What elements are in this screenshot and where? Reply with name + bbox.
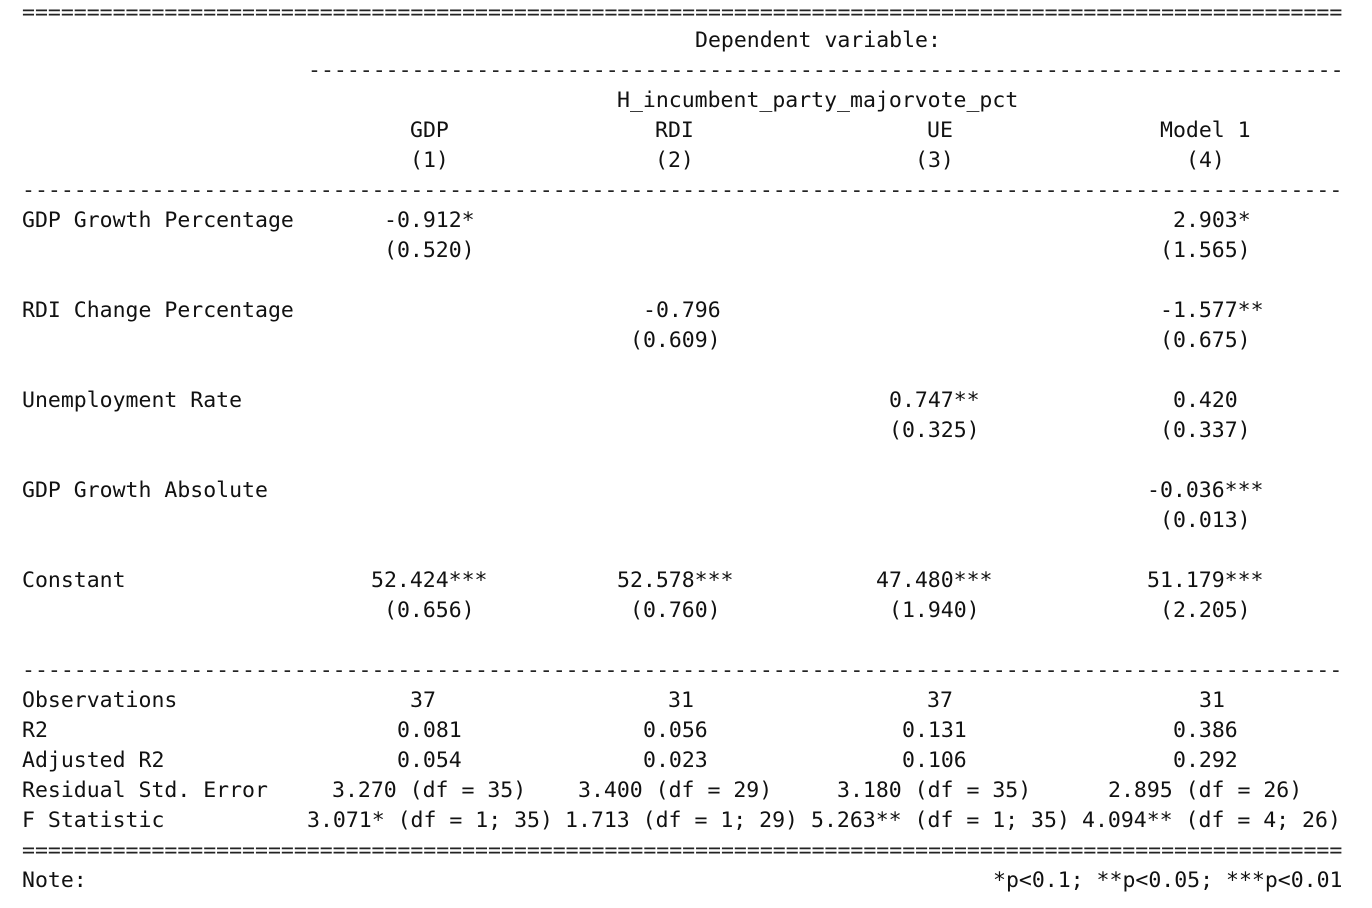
stat-label-observations: Observations xyxy=(22,690,177,712)
coef-estimate: 51.179*** xyxy=(1147,570,1264,592)
coef-std-error: (0.520) xyxy=(384,240,475,262)
model-number-1: (1) xyxy=(410,150,449,172)
coef-estimate: 47.480*** xyxy=(876,570,993,592)
model-name-1: GDP xyxy=(410,120,449,142)
model-number-3: (3) xyxy=(915,150,954,172)
stat-value: 2.895 (df = 26) xyxy=(1108,780,1302,802)
stat-label-residual-std-error: Residual Std. Error xyxy=(22,780,268,802)
stat-value: 31 xyxy=(668,690,694,712)
coef-std-error: (1.565) xyxy=(1160,240,1251,262)
top-double-rule: ========================================… xyxy=(22,2,1342,24)
coef-label-unemployment-rate: Unemployment Rate xyxy=(22,390,242,412)
coef-estimate: -1.577** xyxy=(1160,300,1264,322)
dependent-variable-label: Dependent variable: xyxy=(695,30,941,52)
coef-std-error: (0.760) xyxy=(630,600,721,622)
stat-value: 37 xyxy=(927,690,953,712)
coef-estimate: 0.747** xyxy=(889,390,980,412)
stat-value: 37 xyxy=(410,690,436,712)
stat-value: 0.386 xyxy=(1173,720,1238,742)
coef-std-error: (0.609) xyxy=(630,330,721,352)
model-number-4: (4) xyxy=(1186,150,1225,172)
coef-std-error: (0.337) xyxy=(1160,420,1251,442)
coef-std-error: (0.675) xyxy=(1160,330,1251,352)
stat-value: 3.270 (df = 35) xyxy=(332,780,526,802)
model-number-2: (2) xyxy=(655,150,694,172)
stat-value: 3.180 (df = 35) xyxy=(837,780,1031,802)
coef-std-error: (0.325) xyxy=(889,420,980,442)
stat-value: 3.071* (df = 1; 35) xyxy=(307,810,553,832)
coef-estimate: 52.578*** xyxy=(617,570,734,592)
stat-value: 0.056 xyxy=(643,720,708,742)
statistics-top-rule: ----------------------------------------… xyxy=(22,660,1342,682)
coef-std-error: (1.940) xyxy=(889,600,980,622)
model-name-2: RDI xyxy=(655,120,694,142)
coef-label-gdp-growth-abs: GDP Growth Absolute xyxy=(22,480,268,502)
coef-label-gdp-growth-pct: GDP Growth Percentage xyxy=(22,210,294,232)
coef-estimate: -0.796 xyxy=(643,300,721,322)
stat-label-f-statistic: F Statistic xyxy=(22,810,164,832)
model-name-4: Model 1 xyxy=(1160,120,1251,142)
stat-value: 5.263** (df = 1; 35) xyxy=(811,810,1070,832)
stat-value: 3.400 (df = 29) xyxy=(578,780,772,802)
stat-label-adjusted-r2: Adjusted R2 xyxy=(22,750,164,772)
coef-estimate: -0.036*** xyxy=(1147,480,1264,502)
coef-std-error: (2.205) xyxy=(1160,600,1251,622)
coef-std-error: (0.013) xyxy=(1160,510,1251,532)
stat-value: 4.094** (df = 4; 26) xyxy=(1082,810,1341,832)
model-name-3: UE xyxy=(927,120,953,142)
significance-note: *p<0.1; **p<0.05; ***p<0.01 xyxy=(993,870,1343,892)
stat-value: 0.054 xyxy=(397,750,462,772)
stat-value: 0.023 xyxy=(643,750,708,772)
coef-label-constant: Constant xyxy=(22,570,126,592)
coef-estimate: -0.912* xyxy=(384,210,475,232)
stat-value: 0.081 xyxy=(397,720,462,742)
coef-estimate: 0.420 xyxy=(1173,390,1238,412)
coef-estimate: 2.903* xyxy=(1173,210,1251,232)
header-bottom-rule: ----------------------------------------… xyxy=(22,180,1342,202)
stat-value: 0.131 xyxy=(902,720,967,742)
stat-value: 0.106 xyxy=(902,750,967,772)
dependent-variable-name: H_incumbent_party_majorvote_pct xyxy=(617,90,1018,112)
bottom-double-rule: ========================================… xyxy=(22,840,1342,862)
coef-std-error: (0.656) xyxy=(384,600,475,622)
stat-label-r2: R2 xyxy=(22,720,48,742)
header-underline-rule: ----------------------------------------… xyxy=(308,60,1342,82)
stat-value: 31 xyxy=(1199,690,1225,712)
stat-value: 1.713 (df = 1; 29) xyxy=(565,810,798,832)
coef-label-rdi-change-pct: RDI Change Percentage xyxy=(22,300,294,322)
stat-value: 0.292 xyxy=(1173,750,1238,772)
note-label: Note: xyxy=(22,870,87,892)
coef-estimate: 52.424*** xyxy=(371,570,488,592)
